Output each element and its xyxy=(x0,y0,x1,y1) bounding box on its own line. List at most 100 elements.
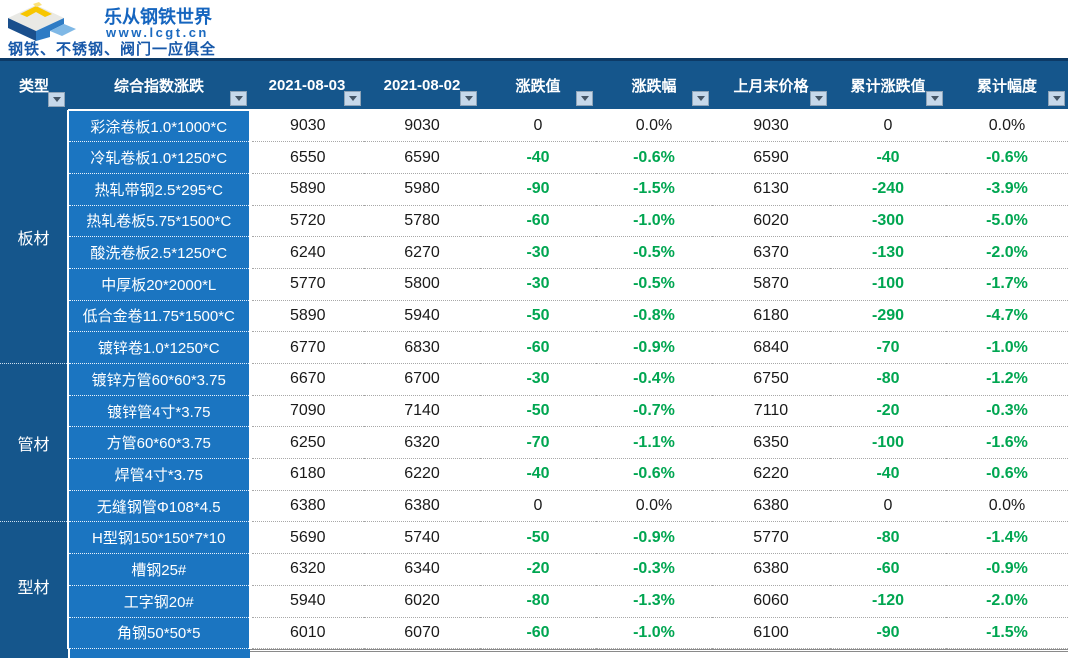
cumulative-pct-cell: -4.7% xyxy=(946,300,1068,333)
last-month-price-cell: 6590 xyxy=(712,141,830,174)
change-pct-cell: -0.8% xyxy=(596,300,712,333)
price-0803-cell: 6180 xyxy=(250,458,364,491)
product-name-cell: 热轧卷板5.75*1500*C xyxy=(67,205,252,238)
cumulative-change-cell: -240 xyxy=(830,173,946,206)
product-name-cell: H型钢150*150*7*10 xyxy=(67,521,252,555)
change-value-cell: -90 xyxy=(480,173,596,206)
category-cell: 型材 xyxy=(0,521,69,649)
product-name-cell: 角钢50*50*5 xyxy=(67,617,252,650)
filter-dropdown-button[interactable] xyxy=(1048,91,1065,106)
chevron-down-icon xyxy=(52,97,61,102)
cumulative-pct-cell: -0.6% xyxy=(946,141,1068,174)
filter-dropdown-button[interactable] xyxy=(344,91,361,106)
table-row: 工字钢20# 5940 6020 -80 -1.3% 6060 -120 -2.0% xyxy=(0,585,1068,618)
price-0803-cell: 5940 xyxy=(250,585,364,618)
price-0802-cell: 6700 xyxy=(364,363,480,396)
column-header-date-0802: 2021-08-02 xyxy=(364,61,480,111)
cumulative-change-cell: -90 xyxy=(830,617,946,650)
change-pct-cell: -1.3% xyxy=(596,585,712,618)
column-header-label: 涨跌值 xyxy=(515,77,561,95)
column-header-change: 涨跌值 xyxy=(480,61,596,111)
cumulative-pct-cell: -0.9% xyxy=(946,553,1068,586)
price-0803-cell: 6380 xyxy=(250,490,364,523)
chevron-down-icon xyxy=(696,96,705,101)
change-pct-cell: -0.7% xyxy=(596,395,712,428)
last-month-price-cell: 5770 xyxy=(712,521,830,555)
brand-url[interactable]: www.lcgt.cn xyxy=(106,25,209,40)
cumulative-pct-cell: -0.3% xyxy=(946,395,1068,428)
change-pct-cell: -0.6% xyxy=(596,458,712,491)
cumulative-pct-cell: -1.0% xyxy=(946,331,1068,364)
price-0802-cell: 6830 xyxy=(364,331,480,364)
cumulative-pct-cell: 0.0% xyxy=(946,490,1068,523)
price-0802-cell: 9030 xyxy=(364,110,480,143)
price-0802-cell: 6020 xyxy=(364,585,480,618)
change-pct-cell: -0.5% xyxy=(596,236,712,269)
brand-name: 乐从钢铁世界 xyxy=(104,7,212,27)
price-0802-cell: 7140 xyxy=(364,395,480,428)
cumulative-change-cell: -290 xyxy=(830,300,946,333)
filter-dropdown-button[interactable] xyxy=(576,91,593,106)
price-0803-cell: 6770 xyxy=(250,331,364,364)
change-value-cell: -70 xyxy=(480,426,596,460)
price-0803-cell: 5890 xyxy=(250,173,364,206)
last-month-price-cell: 6130 xyxy=(712,173,830,206)
change-value-cell: -30 xyxy=(480,268,596,301)
top-brand-bar: 乐从钢铁世界 www.lcgt.cn 钢铁、不锈钢、阀门一应俱全 xyxy=(0,0,1068,58)
cutoff-name-cell xyxy=(68,649,250,659)
last-month-price-cell: 7110 xyxy=(712,395,830,428)
last-month-price-cell: 6380 xyxy=(712,490,830,523)
cumulative-change-cell: -300 xyxy=(830,205,946,238)
product-name-cell: 无缝钢管Φ108*4.5 xyxy=(67,490,252,523)
cumulative-pct-cell: -1.4% xyxy=(946,521,1068,555)
change-value-cell: 0 xyxy=(480,490,596,523)
last-month-price-cell: 6100 xyxy=(712,617,830,650)
price-0803-cell: 6320 xyxy=(250,553,364,586)
cumulative-pct-cell: -1.5% xyxy=(946,617,1068,650)
cumulative-change-cell: 0 xyxy=(830,110,946,143)
table-row: 低合金卷11.75*1500*C 5890 5940 -50 -0.8% 6180 -290… xyxy=(0,300,1068,333)
last-month-price-cell: 6060 xyxy=(712,585,830,618)
change-pct-cell: 0.0% xyxy=(596,490,712,523)
column-header-last-month: 上月末价格 xyxy=(712,61,830,111)
chevron-down-icon xyxy=(234,96,243,101)
cutoff-type-cell xyxy=(0,649,68,659)
filter-dropdown-button[interactable] xyxy=(692,91,709,106)
filter-dropdown-button[interactable] xyxy=(460,91,477,106)
change-value-cell: -50 xyxy=(480,395,596,428)
change-value-cell: -20 xyxy=(480,553,596,586)
column-header-label: 累计幅度 xyxy=(976,77,1037,95)
table-row: 槽钢25# 6320 6340 -20 -0.3% 6380 -60 -0.9% xyxy=(0,553,1068,586)
cumulative-pct-cell: -2.0% xyxy=(946,236,1068,269)
change-pct-cell: -0.6% xyxy=(596,141,712,174)
filter-dropdown-button[interactable] xyxy=(810,91,827,106)
last-month-price-cell: 9030 xyxy=(712,110,830,143)
price-0803-cell: 6550 xyxy=(250,141,364,174)
cumulative-pct-cell: -1.6% xyxy=(946,426,1068,460)
change-pct-cell: -0.5% xyxy=(596,268,712,301)
product-name-cell: 焊管4寸*3.75 xyxy=(67,458,252,491)
price-0802-cell: 6270 xyxy=(364,236,480,269)
filter-dropdown-button[interactable] xyxy=(230,91,247,106)
product-name-cell: 中厚板20*2000*L xyxy=(67,268,252,301)
cumulative-pct-cell: -0.6% xyxy=(946,458,1068,491)
price-0803-cell: 6670 xyxy=(250,363,364,396)
cumulative-pct-cell: -5.0% xyxy=(946,205,1068,238)
category-cell: 板材 xyxy=(0,110,69,364)
filter-dropdown-button[interactable] xyxy=(48,92,65,107)
table-row: 焊管4寸*3.75 6180 6220 -40 -0.6% 6220 -40 -0.6% xyxy=(0,458,1068,491)
price-0803-cell: 5720 xyxy=(250,205,364,238)
table-row: 中厚板20*2000*L 5770 5800 -30 -0.5% 5870 -100 -1.7… xyxy=(0,268,1068,301)
chevron-down-icon xyxy=(348,96,357,101)
column-header-index: 综合指数涨跌 xyxy=(68,61,250,111)
price-0803-cell: 5770 xyxy=(250,268,364,301)
last-month-price-cell: 6020 xyxy=(712,205,830,238)
chevron-down-icon xyxy=(580,96,589,101)
table-row: 镀锌卷1.0*1250*C 6770 6830 -60 -0.9% 6840 -70 -1.0… xyxy=(0,331,1068,364)
cumulative-change-cell: -80 xyxy=(830,363,946,396)
price-table: 类型 综合指数涨跌 2021-08-03 2021-08-02 涨跌值 涨跌幅 … xyxy=(0,61,1068,650)
cumulative-change-cell: -100 xyxy=(830,268,946,301)
price-0802-cell: 5980 xyxy=(364,173,480,206)
filter-dropdown-button[interactable] xyxy=(926,91,943,106)
product-name-cell: 镀锌卷1.0*1250*C xyxy=(67,331,252,364)
